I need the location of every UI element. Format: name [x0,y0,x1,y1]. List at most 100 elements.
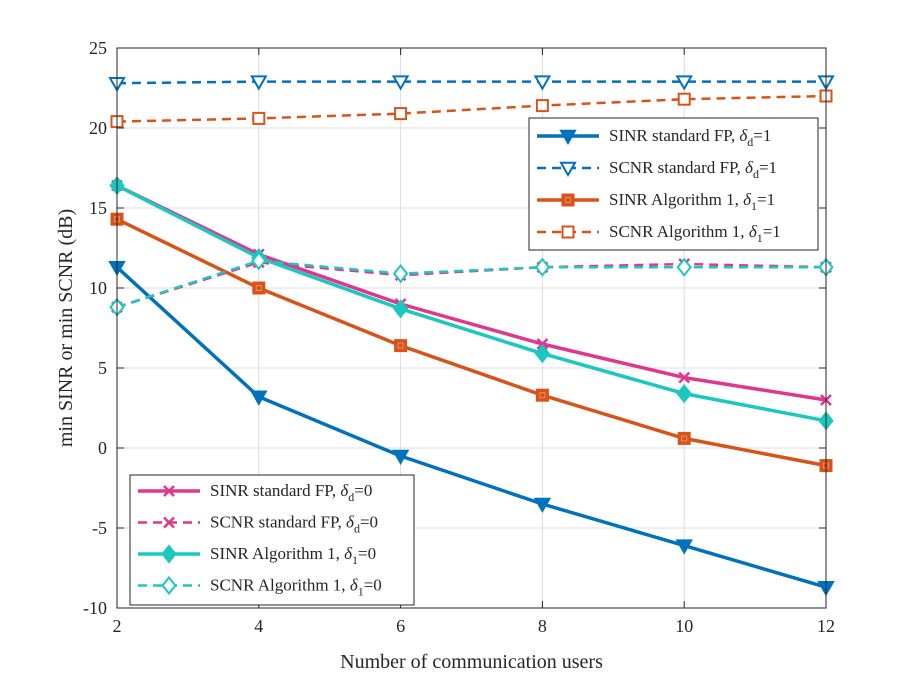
legend-label: SINR Algorithm 1, δ1=1 [609,190,775,213]
legend-label: SCNR standard FP, δd=1 [609,158,777,181]
x-tick-label: 12 [817,616,835,636]
series-line [116,80,826,85]
legend-label-symbol: δ [344,544,353,563]
data-point [534,343,551,364]
data-point [394,339,408,353]
legend-label-symbol: δ [745,158,754,177]
data-point [391,75,410,91]
legend-label-sub: d [354,522,360,536]
legend-upper: SINR standard FP, δd=1 SCNR standard FP, … [528,117,819,251]
legend-label-end: =1 [763,222,781,241]
data-point [534,257,551,277]
legend-label: SCNR standard FP, δd=0 [210,513,378,536]
legend-label-sub: d [348,490,354,504]
series-7 [109,251,834,317]
legend-label-end: =0 [364,576,382,595]
legend-label: SINR standard FP, δd=1 [609,126,771,149]
data-point [250,390,268,406]
legend-marker [161,544,177,564]
legend-label-sub: 1 [751,199,757,213]
data-point [392,263,409,284]
legend-label-symbol: δ [739,126,748,145]
y-axis-label: min SINR or min SCNR (dB) [55,209,77,447]
data-point [250,75,268,91]
legend-item: SINR standard FP, δd=1 [537,126,771,149]
y-tick-label: 20 [89,118,107,138]
data-point [391,449,410,466]
legend-label: SINR Algorithm 1, δ1=0 [210,544,376,567]
legend-label-main: SCNR Algorithm 1, [609,222,749,241]
series-line [116,184,827,402]
legend-label-main: SINR Algorithm 1, [210,544,344,563]
legend-item: SCNR Algorithm 1, δ1=0 [138,576,382,599]
legend-label-main: SCNR standard FP, [609,158,745,177]
data-point-inner [255,285,262,291]
legend-marker [561,225,575,239]
legend-item: SCNR Algorithm 1, δ1=1 [537,222,781,245]
series-6 [109,175,834,431]
legend-item: SCNR standard FP, δd=0 [138,513,378,536]
legend-marker [559,161,577,178]
legend-label-main: SCNR standard FP, [210,513,346,532]
legend-marker [163,516,175,529]
legend-marker [161,575,177,596]
x-tick-label: 2 [113,616,122,636]
y-tick-label: -5 [92,518,107,538]
data-point [394,107,408,121]
data-point [676,383,692,404]
legend-label-main: SINR Algorithm 1, [609,190,743,209]
data-point-inner [681,435,688,442]
series-line [116,184,827,423]
y-tick-label: 15 [89,198,107,218]
data-point [677,92,691,106]
legend-label-symbol: δ [340,481,349,500]
legend-marker [561,193,575,207]
legend-marker [163,485,175,497]
x-tick-label: 6 [396,616,405,636]
series-line [116,217,827,468]
data-point [677,431,691,445]
legend-label-sub: 1 [757,231,763,245]
legend-label-end: =0 [360,513,378,532]
y-tick-label: 0 [98,438,107,458]
data-point [675,539,693,555]
legend-label-main: SCNR Algorithm 1, [210,576,350,595]
data-point [675,75,693,91]
y-tick-label: -10 [83,598,107,618]
data-point [678,371,691,384]
legend-item: SCNR standard FP, δd=1 [537,158,777,181]
data-point-inner [539,392,546,399]
legend-label-symbol: δ [743,190,752,209]
x-axis-label: Number of communication users [340,651,603,673]
series-line [115,265,827,589]
data-point [251,251,267,271]
legend-label-end: =1 [759,158,777,177]
y-tick-label: 25 [89,38,107,58]
series-line [116,94,827,123]
legend-marker-inner [565,197,571,203]
legend-label-sub: 1 [358,585,364,599]
plot-frame [116,47,827,609]
legend-label-end: =0 [354,481,372,500]
legend-label: SCNR Algorithm 1, δ1=1 [609,222,781,245]
data-point [535,388,549,402]
legend-item: SINR Algorithm 1, δ1=0 [138,544,376,567]
data-point [533,497,552,514]
data-point [392,299,409,319]
y-tick-label: 5 [98,358,107,378]
legend-label-sub: d [747,135,753,149]
legend-marker [559,129,577,146]
data-point [535,99,549,113]
x-tick-label: 4 [254,616,263,636]
legend-label: SCNR Algorithm 1, δ1=0 [210,576,382,599]
legend-label-sub: d [753,167,759,181]
legend-label-main: SINR standard FP, [210,481,340,500]
data-point [676,257,692,277]
x-tick-label: 8 [538,616,547,636]
data-point-inner [397,342,404,349]
legend-lower-box [129,474,415,606]
data-point [252,281,266,295]
legend-item: SINR standard FP, δd=0 [138,481,372,504]
legend-label-symbol: δ [749,222,758,241]
